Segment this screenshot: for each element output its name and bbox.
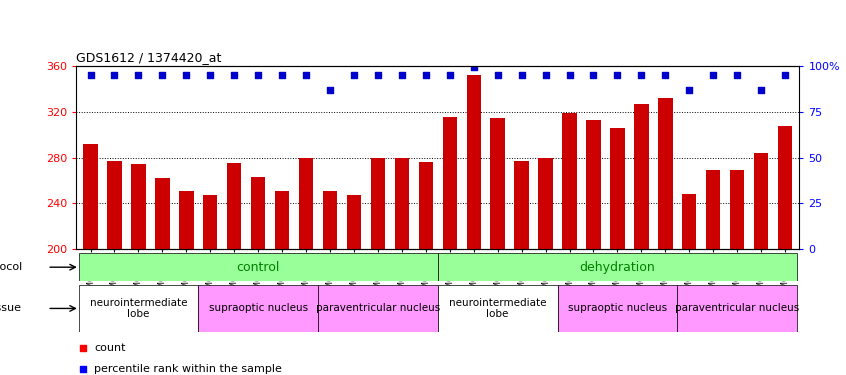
- Bar: [437, 253, 797, 281]
- Point: [515, 72, 529, 78]
- Point: [395, 72, 409, 78]
- Point: [179, 72, 193, 78]
- Point: [587, 72, 601, 78]
- Bar: [318, 285, 437, 332]
- Bar: [395, 158, 409, 249]
- Bar: [466, 75, 481, 249]
- Point: [228, 72, 241, 78]
- Bar: [754, 153, 768, 249]
- Bar: [558, 285, 678, 332]
- Point: [84, 72, 97, 78]
- Bar: [610, 128, 624, 249]
- Bar: [203, 195, 217, 249]
- Bar: [634, 104, 649, 249]
- Point: [77, 345, 91, 351]
- Bar: [658, 98, 673, 249]
- Bar: [706, 170, 721, 249]
- Bar: [437, 285, 558, 332]
- Bar: [107, 161, 122, 249]
- Bar: [79, 285, 198, 332]
- Point: [683, 87, 696, 93]
- Bar: [538, 158, 552, 249]
- Bar: [251, 177, 266, 249]
- Text: supraoptic nucleus: supraoptic nucleus: [209, 303, 308, 313]
- Point: [491, 72, 504, 78]
- Point: [77, 366, 91, 372]
- Text: tissue: tissue: [0, 303, 22, 313]
- Text: dehydration: dehydration: [580, 261, 656, 274]
- Point: [634, 72, 648, 78]
- Point: [419, 72, 432, 78]
- Bar: [131, 164, 146, 249]
- Point: [658, 72, 672, 78]
- Text: paraventricular nucleus: paraventricular nucleus: [675, 303, 799, 313]
- Point: [443, 72, 457, 78]
- Point: [204, 72, 217, 78]
- Point: [755, 87, 768, 93]
- Bar: [227, 163, 241, 249]
- Point: [299, 72, 313, 78]
- Text: count: count: [94, 343, 126, 353]
- Bar: [275, 191, 289, 249]
- Point: [132, 72, 146, 78]
- Text: GDS1612 / 1374420_at: GDS1612 / 1374420_at: [76, 51, 222, 64]
- Text: protocol: protocol: [0, 262, 22, 272]
- Bar: [563, 113, 577, 249]
- Text: neurointermediate
lobe: neurointermediate lobe: [90, 298, 187, 319]
- Point: [251, 72, 265, 78]
- Point: [323, 87, 337, 93]
- Bar: [198, 285, 318, 332]
- Point: [275, 72, 288, 78]
- Bar: [678, 285, 797, 332]
- Bar: [419, 162, 433, 249]
- Point: [778, 72, 792, 78]
- Point: [611, 72, 624, 78]
- Text: control: control: [237, 261, 280, 274]
- Point: [706, 72, 720, 78]
- Bar: [491, 118, 505, 249]
- Text: paraventricular nucleus: paraventricular nucleus: [316, 303, 440, 313]
- Bar: [83, 144, 97, 249]
- Bar: [323, 191, 338, 249]
- Point: [156, 72, 169, 78]
- Point: [347, 72, 360, 78]
- Text: percentile rank within the sample: percentile rank within the sample: [94, 364, 282, 374]
- Point: [730, 72, 744, 78]
- Bar: [682, 194, 696, 249]
- Bar: [778, 126, 793, 249]
- Bar: [442, 117, 457, 249]
- Bar: [514, 161, 529, 249]
- Text: neurointermediate
lobe: neurointermediate lobe: [449, 298, 547, 319]
- Bar: [347, 195, 361, 249]
- Text: supraoptic nucleus: supraoptic nucleus: [568, 303, 667, 313]
- Point: [371, 72, 385, 78]
- Bar: [586, 120, 601, 249]
- Bar: [179, 191, 194, 249]
- Point: [563, 72, 576, 78]
- Point: [467, 64, 481, 70]
- Bar: [371, 158, 385, 249]
- Point: [107, 72, 121, 78]
- Bar: [730, 170, 744, 249]
- Bar: [79, 253, 437, 281]
- Bar: [155, 178, 169, 249]
- Point: [539, 72, 552, 78]
- Bar: [299, 158, 313, 249]
